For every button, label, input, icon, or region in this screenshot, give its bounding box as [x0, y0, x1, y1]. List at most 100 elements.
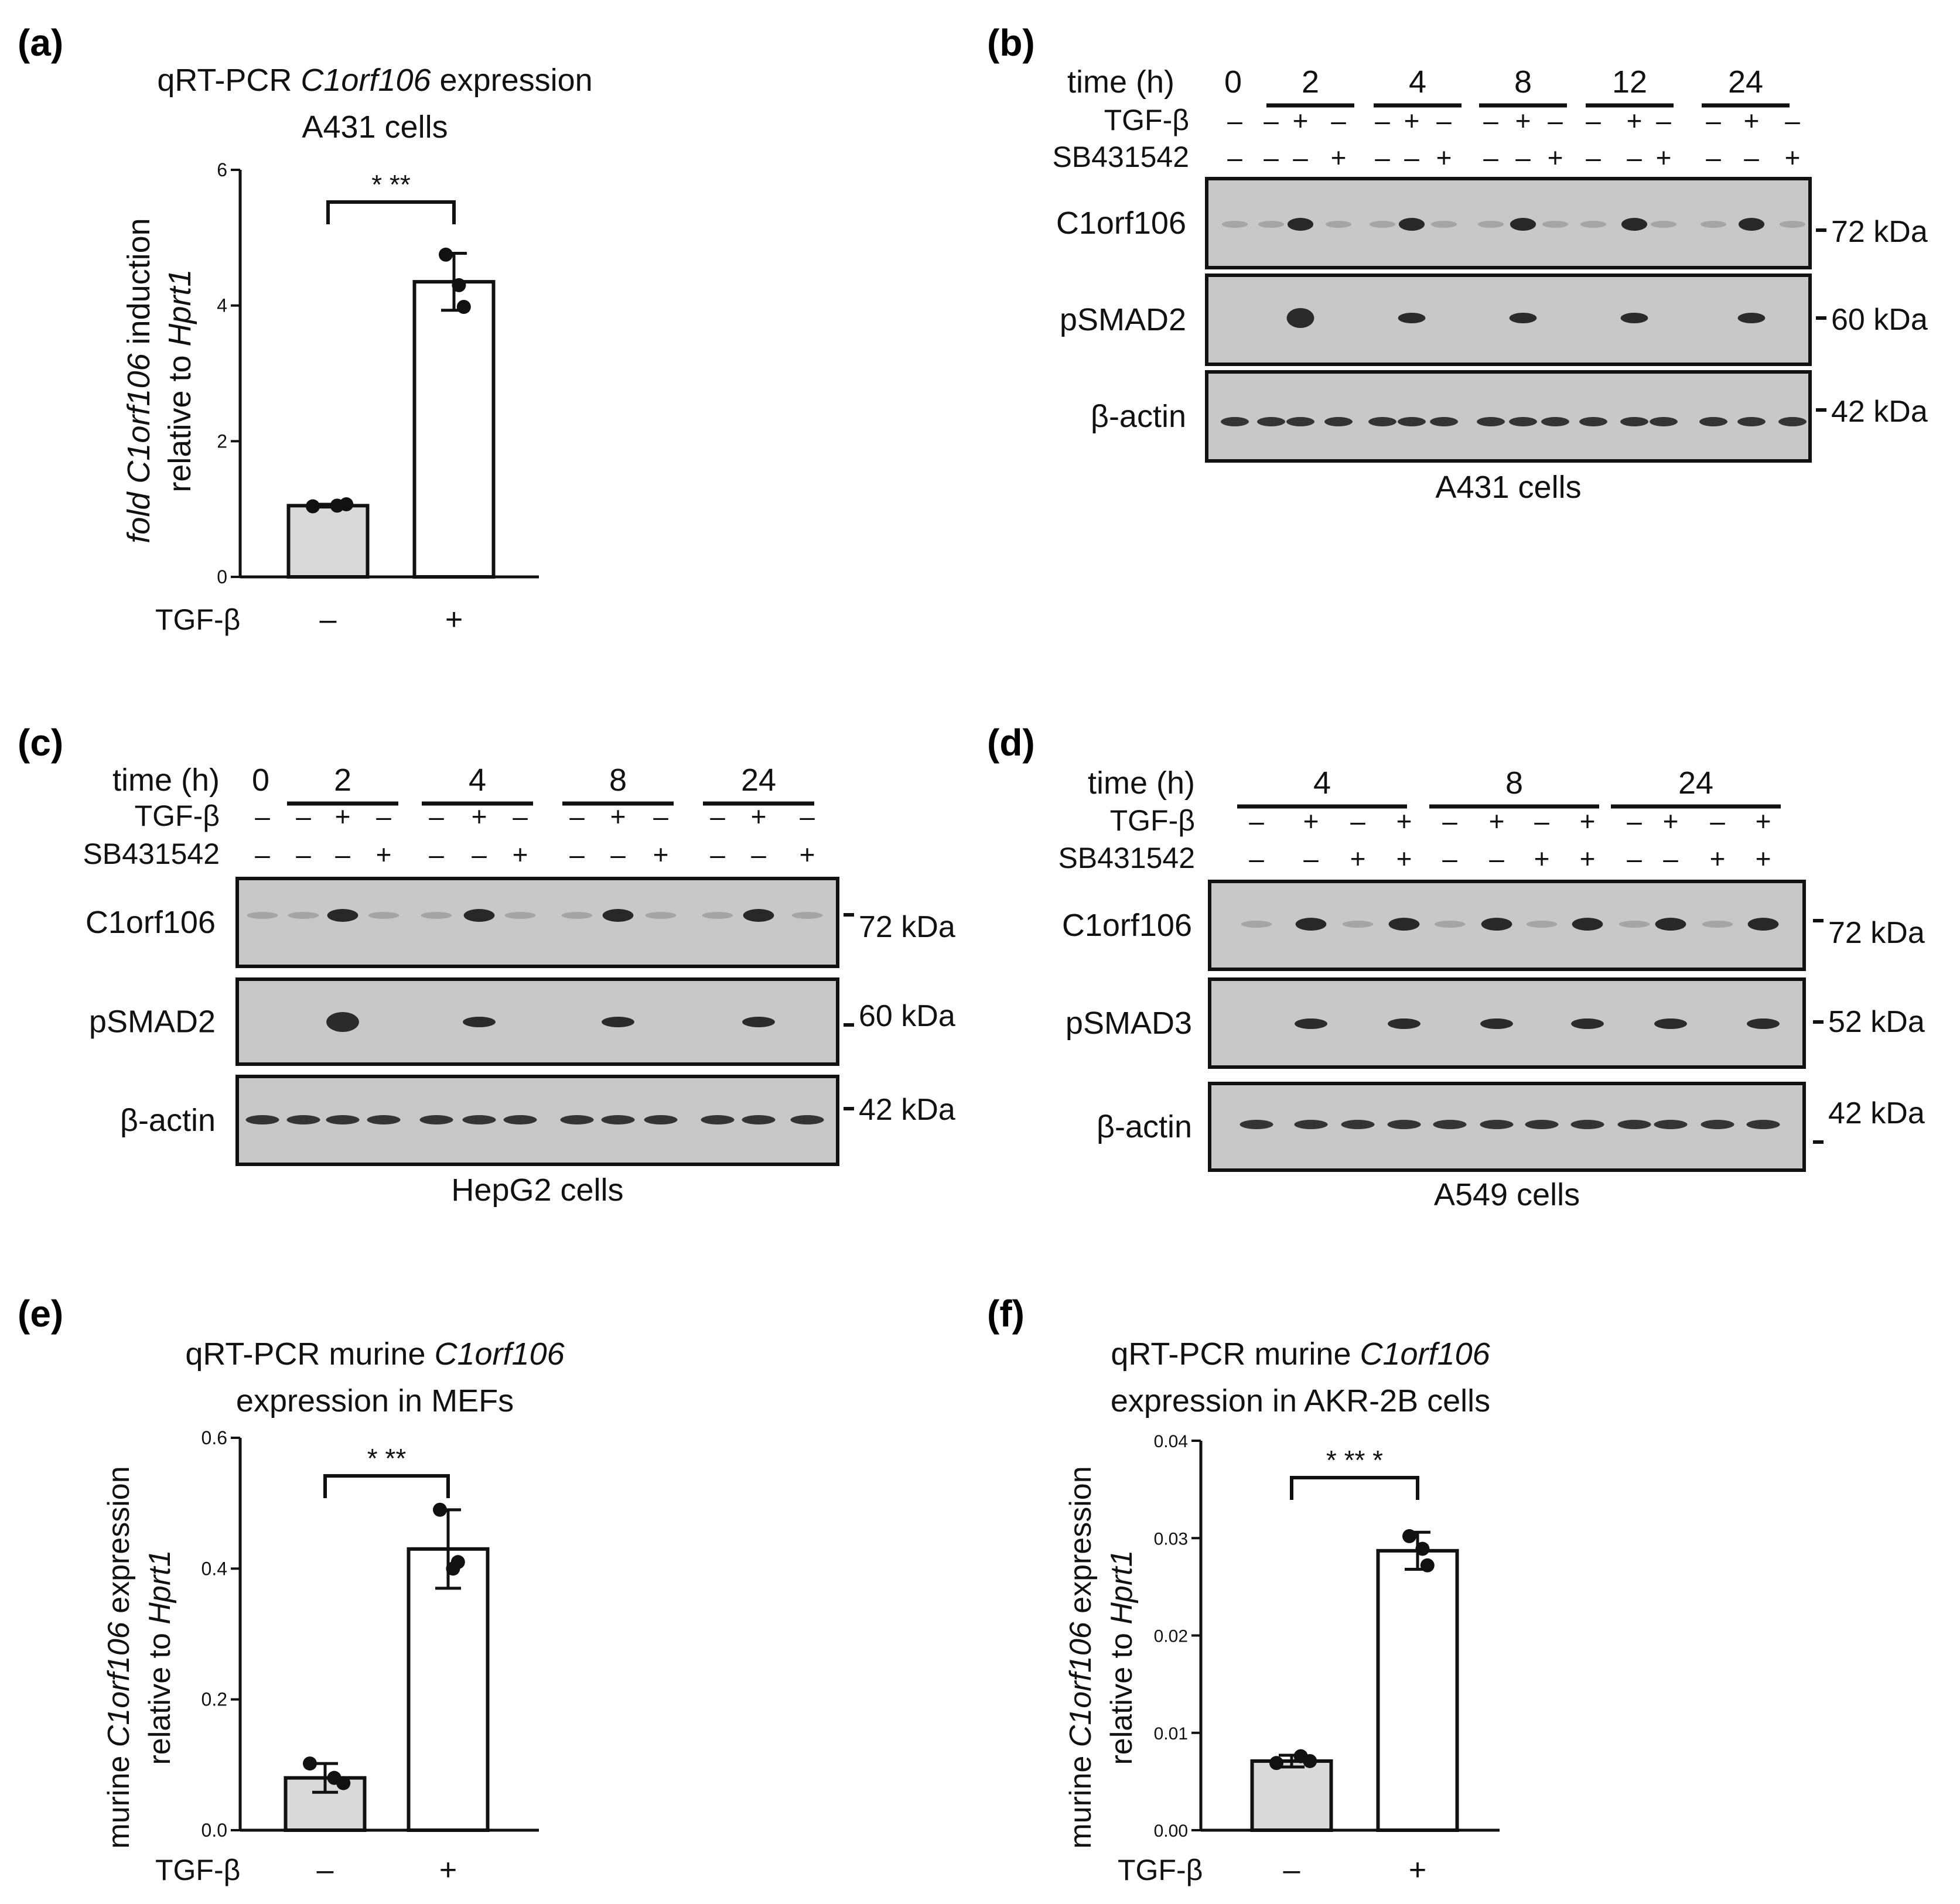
kda-label: 42 kDa	[1828, 1096, 1925, 1130]
panel-letter: (b)	[987, 22, 1035, 64]
time-point-label: 4	[1409, 64, 1426, 100]
y-tick-label: 0.4	[202, 1558, 227, 1579]
band	[791, 912, 823, 919]
tgf-sign: –	[1436, 105, 1452, 136]
sb431542-sign: –	[1375, 142, 1390, 173]
sb431542-sign: –	[296, 839, 311, 870]
band	[1430, 417, 1458, 426]
bar-control	[286, 504, 370, 579]
time-label: time (h)	[1067, 64, 1174, 100]
band	[561, 912, 593, 919]
data-point	[339, 497, 354, 512]
band	[326, 1115, 360, 1124]
panel-a-ylabel-line2: relative to Hprt1	[162, 269, 197, 492]
tgf-sign: +	[1396, 806, 1412, 836]
band	[327, 909, 358, 922]
band	[1477, 417, 1505, 426]
band	[742, 1115, 776, 1124]
time-point-label: 8	[1505, 765, 1523, 801]
bar-tgf-beta	[1376, 1549, 1459, 1833]
band	[1295, 1018, 1327, 1029]
band	[463, 1017, 496, 1027]
kda-label: 60 kDa	[859, 999, 955, 1033]
band	[1241, 921, 1272, 928]
time-point-label: 8	[609, 763, 627, 798]
time-point-label: 0	[252, 763, 269, 798]
sb431542-label: SB431542	[83, 838, 220, 870]
band	[1746, 1120, 1780, 1129]
tgf-sign: –	[1534, 806, 1549, 836]
band	[602, 1017, 634, 1027]
panel-e-letter: (e)	[18, 1293, 63, 1335]
panel-e-treatment-label: TGF-β	[155, 1854, 240, 1886]
sb431542-sign: +	[1548, 142, 1563, 173]
band	[1747, 918, 1779, 931]
band	[1654, 1120, 1688, 1129]
tgf-sign: –	[429, 801, 444, 832]
tgf-sign: –	[1331, 105, 1346, 136]
tgf-sign: –	[1227, 105, 1242, 136]
tgf-sign: –	[1710, 806, 1725, 836]
band	[1579, 417, 1607, 426]
band	[1286, 308, 1314, 328]
band	[1700, 221, 1727, 228]
data-point	[306, 499, 320, 514]
band	[742, 1017, 775, 1027]
tgf-sign: –	[710, 801, 725, 832]
tgf-sign: –	[513, 801, 528, 832]
protein-label: pSMAD3	[1066, 1006, 1192, 1041]
sb431542-sign: +	[800, 839, 815, 870]
panel-e-ylabel-line2: relative to Hprt1	[143, 1550, 177, 1765]
data-point	[452, 278, 466, 292]
band	[1617, 1120, 1651, 1129]
data-point	[433, 1502, 447, 1517]
band	[1387, 1120, 1421, 1129]
band	[1368, 417, 1396, 426]
band	[1541, 417, 1569, 426]
band	[1388, 918, 1420, 931]
panel-a-letter: (a)	[18, 22, 63, 64]
sb431542-sign: –	[1404, 142, 1419, 173]
sb431542-sign: –	[1303, 843, 1319, 874]
panel-a-subtitle: A431 cells	[302, 110, 448, 145]
band	[1571, 1018, 1604, 1029]
sb431542-sign: +	[1436, 142, 1452, 173]
band	[1325, 221, 1352, 228]
data-point	[1402, 1529, 1416, 1543]
sb431542-sign: –	[255, 839, 270, 870]
band	[701, 1115, 735, 1124]
tgf-sign: –	[1627, 806, 1642, 836]
tgf-label: TGF-β	[135, 799, 220, 832]
sb431542-sign: +	[653, 839, 669, 870]
sb431542-sign: +	[1534, 843, 1550, 874]
tgf-sign: –	[1586, 105, 1601, 136]
time-point-label: 8	[1514, 64, 1532, 100]
tgf-sign: –	[1442, 806, 1457, 836]
y-tick-label: 0.01	[1154, 1724, 1188, 1744]
band	[503, 1115, 537, 1124]
tgf-sign: +	[335, 801, 351, 832]
band	[1398, 417, 1426, 426]
tgf-sign: –	[800, 801, 815, 832]
band	[1620, 313, 1648, 323]
category-label: +	[1409, 1853, 1426, 1887]
band	[1510, 218, 1536, 231]
tgf-sign: +	[1663, 806, 1679, 836]
tgf-sign: +	[1303, 806, 1319, 836]
data-point	[456, 299, 471, 314]
band	[1570, 1120, 1604, 1129]
protein-label: pSMAD2	[89, 1004, 216, 1040]
time-point-label: 24	[1678, 765, 1713, 801]
panel-letter: (c)	[18, 722, 63, 764]
band	[247, 912, 278, 919]
category-label: –	[320, 603, 337, 637]
significance-bracket	[323, 1474, 450, 1498]
tgf-sign: –	[1350, 806, 1365, 836]
tgf-sign: –	[1264, 105, 1279, 136]
band	[1737, 313, 1766, 323]
band	[288, 912, 319, 919]
tgf-sign: +	[1756, 806, 1771, 836]
band	[1702, 921, 1733, 928]
